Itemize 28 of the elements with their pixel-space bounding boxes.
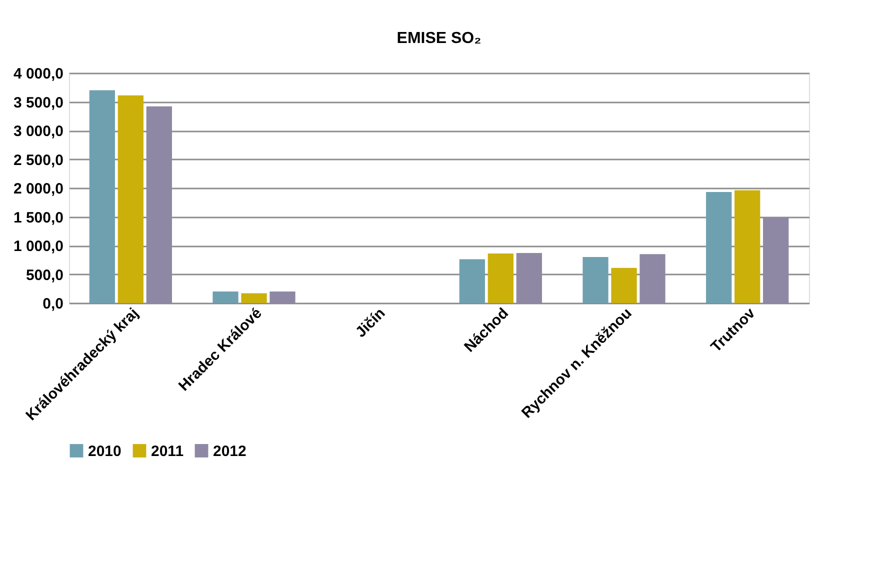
y-tick-label: 2 000,0 xyxy=(13,180,64,198)
y-tick-label: 3 000,0 xyxy=(13,123,64,140)
bar xyxy=(146,106,172,303)
bar xyxy=(516,252,542,303)
bar xyxy=(582,257,608,303)
bar xyxy=(212,292,238,303)
bar xyxy=(118,95,144,303)
bar xyxy=(89,90,115,303)
y-tick-label: 0,0 xyxy=(42,296,64,312)
bar xyxy=(611,268,637,303)
bar xyxy=(734,190,760,303)
bar xyxy=(270,292,296,303)
y-tick-label: 500,0 xyxy=(26,266,64,284)
y-tick-label: 3 500,0 xyxy=(13,94,64,112)
bar xyxy=(763,217,789,303)
y-tick-label: 2 500,0 xyxy=(13,152,64,169)
chart-title: EMISE SO₂ xyxy=(396,30,482,47)
legend-label: 2010 xyxy=(88,442,122,460)
bar xyxy=(459,259,485,303)
bar xyxy=(488,254,514,303)
bar xyxy=(241,293,267,303)
bar xyxy=(706,192,732,303)
y-tick-label: 4 000,0 xyxy=(13,66,64,82)
bar xyxy=(640,254,666,303)
y-tick-label: 1 000,0 xyxy=(13,238,64,255)
legend-label: 2011 xyxy=(151,442,184,460)
legend-label: 2012 xyxy=(213,442,246,460)
y-tick-label: 1 500,0 xyxy=(13,209,64,226)
